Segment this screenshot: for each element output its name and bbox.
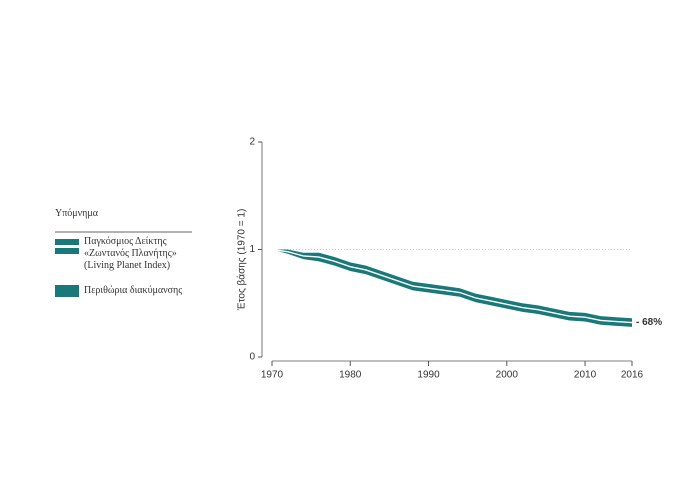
legend-swatch <box>55 248 79 254</box>
y-axis-label: Έτος βάσης (1970 = 1) <box>236 209 248 312</box>
annotation: - 68% <box>636 317 662 328</box>
x-tick-label: 2010 <box>574 370 597 381</box>
confidence-band <box>272 249 632 327</box>
y-tick-label: 1 <box>249 244 255 255</box>
y-tick-label: 2 <box>249 137 255 148</box>
x-tick-label: 2016 <box>621 370 644 381</box>
legend-swatch <box>55 285 79 297</box>
x-tick-label: 1990 <box>417 370 440 381</box>
x-tick-label: 1970 <box>261 370 284 381</box>
index-line <box>271 248 633 324</box>
x-tick-label: 2000 <box>496 370 519 381</box>
y-tick-label: 0 <box>249 352 255 363</box>
legend-entry: Περιθώρια διακύμανσης <box>84 285 183 296</box>
legend-title: Υπόμνημα <box>55 208 98 219</box>
x-tick-label: 1980 <box>339 370 362 381</box>
legend-swatch <box>55 239 79 245</box>
legend-entry: Παγκόσμιος Δείκτης «Ζωντανός Πλανήτης» (… <box>84 236 177 271</box>
